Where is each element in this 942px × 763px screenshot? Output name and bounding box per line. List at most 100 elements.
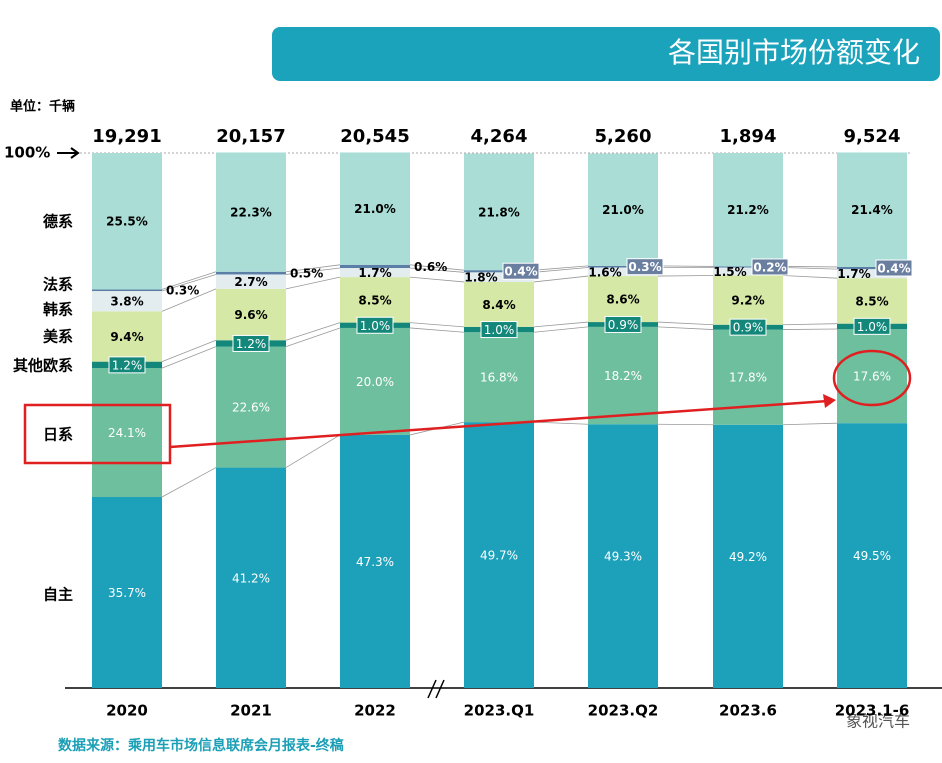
data-label: 1.0% — [484, 323, 515, 337]
bar-segment — [588, 153, 658, 266]
bar-segment — [216, 467, 286, 688]
bar-segment — [216, 152, 286, 272]
connector — [409, 327, 465, 333]
label-badge — [729, 318, 767, 336]
data-label: 8.5% — [358, 293, 391, 307]
bar-segment — [216, 271, 286, 275]
data-label: 21.2% — [727, 203, 769, 217]
bar-segment — [588, 326, 658, 425]
x-tick-label: 2023.1-6 — [835, 702, 910, 720]
data-label: 9.2% — [731, 294, 764, 308]
bar-segment — [588, 265, 658, 268]
bar-segment — [92, 291, 162, 312]
data-label: 1.5% — [713, 265, 746, 279]
connector — [409, 267, 465, 273]
data-label: 8.6% — [606, 293, 639, 307]
bar-segment — [340, 264, 410, 269]
data-label: 9.4% — [110, 330, 143, 344]
data-label: 3.8% — [110, 295, 143, 309]
label-badge — [232, 334, 270, 352]
connector — [409, 322, 465, 328]
data-label: 1.8% — [464, 271, 497, 285]
bar-segment — [464, 270, 534, 273]
connector — [533, 321, 589, 328]
title-banner — [272, 27, 940, 81]
data-label: 0.3% — [166, 284, 199, 298]
unit-label: 单位：千辆 — [10, 99, 75, 115]
highlight-ellipse — [832, 349, 912, 407]
data-label: 49.5% — [853, 549, 891, 563]
data-label: 1.7% — [837, 267, 870, 281]
arrow-head — [823, 394, 836, 408]
legend-label: 日系 — [43, 426, 73, 444]
data-label: 21.0% — [602, 203, 644, 217]
data-label: 2.7% — [234, 275, 267, 289]
data-label: 0.6% — [414, 260, 447, 274]
data-label: 21.4% — [851, 203, 893, 217]
highlight-box — [23, 403, 172, 465]
data-label: 24.1% — [108, 426, 146, 440]
data-label: 49.3% — [604, 550, 642, 564]
data-label: 21.8% — [478, 205, 520, 219]
connector — [782, 266, 838, 268]
bar-segment — [340, 152, 410, 265]
bar-segment — [588, 276, 658, 323]
connector — [657, 275, 714, 277]
bar-segment — [588, 267, 658, 277]
axis-break — [427, 679, 445, 699]
top-arrow — [57, 147, 80, 159]
connector — [782, 323, 838, 326]
connector — [782, 328, 838, 330]
data-label: 0.4% — [504, 265, 537, 279]
connector — [657, 265, 714, 267]
connector — [285, 434, 341, 468]
legend-label: 自主 — [43, 586, 73, 604]
connector — [285, 267, 341, 275]
data-label: 21.0% — [354, 202, 396, 216]
total-label: 4,264 — [471, 126, 528, 147]
connector — [409, 276, 465, 283]
data-label: 1.0% — [360, 319, 391, 333]
connector — [782, 422, 838, 426]
connector — [285, 327, 341, 348]
data-label: 35.7% — [108, 586, 146, 600]
data-label: 47.3% — [356, 555, 394, 569]
legend-label: 韩系 — [43, 301, 73, 319]
total-label: 9,524 — [844, 126, 901, 147]
connector — [409, 264, 465, 271]
x-tick-label: 2023.Q1 — [464, 702, 535, 720]
top-label: 100% — [4, 144, 50, 162]
bar-segment — [340, 268, 410, 278]
data-label: 0.5% — [290, 267, 323, 281]
connector — [657, 423, 714, 426]
data-label: 1.0% — [857, 320, 888, 334]
connector — [161, 288, 217, 312]
connector — [161, 274, 217, 292]
connector — [161, 271, 217, 290]
bar-segment — [464, 153, 534, 271]
connector — [782, 275, 838, 279]
data-label: 22.3% — [230, 206, 272, 220]
data-label: 17.6% — [853, 370, 891, 384]
bar-segment — [92, 497, 162, 688]
bar-segment — [713, 424, 783, 688]
label-badge — [604, 315, 642, 333]
data-label: 0.4% — [877, 262, 910, 276]
label-badge — [875, 259, 913, 277]
bar-segment — [713, 266, 783, 268]
data-label: 0.2% — [753, 260, 786, 274]
label-badge — [108, 356, 146, 374]
connector — [533, 267, 589, 273]
label-badge — [356, 316, 394, 334]
data-label: 8.5% — [855, 294, 888, 308]
label-badge — [751, 258, 789, 276]
bar-segment — [713, 267, 783, 276]
legend-label: 德系 — [43, 213, 73, 231]
connector — [533, 275, 589, 283]
x-tick-label: 2022 — [354, 702, 396, 720]
connector — [285, 264, 341, 273]
total-label: 19,291 — [92, 126, 161, 147]
bar-segment — [464, 422, 534, 688]
data-label: 1.2% — [236, 337, 267, 351]
bar-segment — [216, 288, 286, 341]
